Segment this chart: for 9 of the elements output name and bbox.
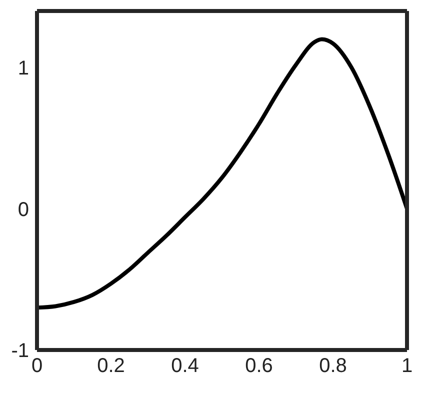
x-tick-label: 1 [401,355,413,378]
x-tick-label: 0.6 [245,355,273,378]
y-tick-label: 0 [18,198,29,221]
x-tick-label: 0.4 [171,355,199,378]
x-tick-label: 0.2 [97,355,125,378]
y-tick-label: 1 [18,58,29,80]
line-series [37,37,407,310]
y-tick-label: -1 [11,340,29,362]
x-tick-label: 0.8 [319,355,347,378]
